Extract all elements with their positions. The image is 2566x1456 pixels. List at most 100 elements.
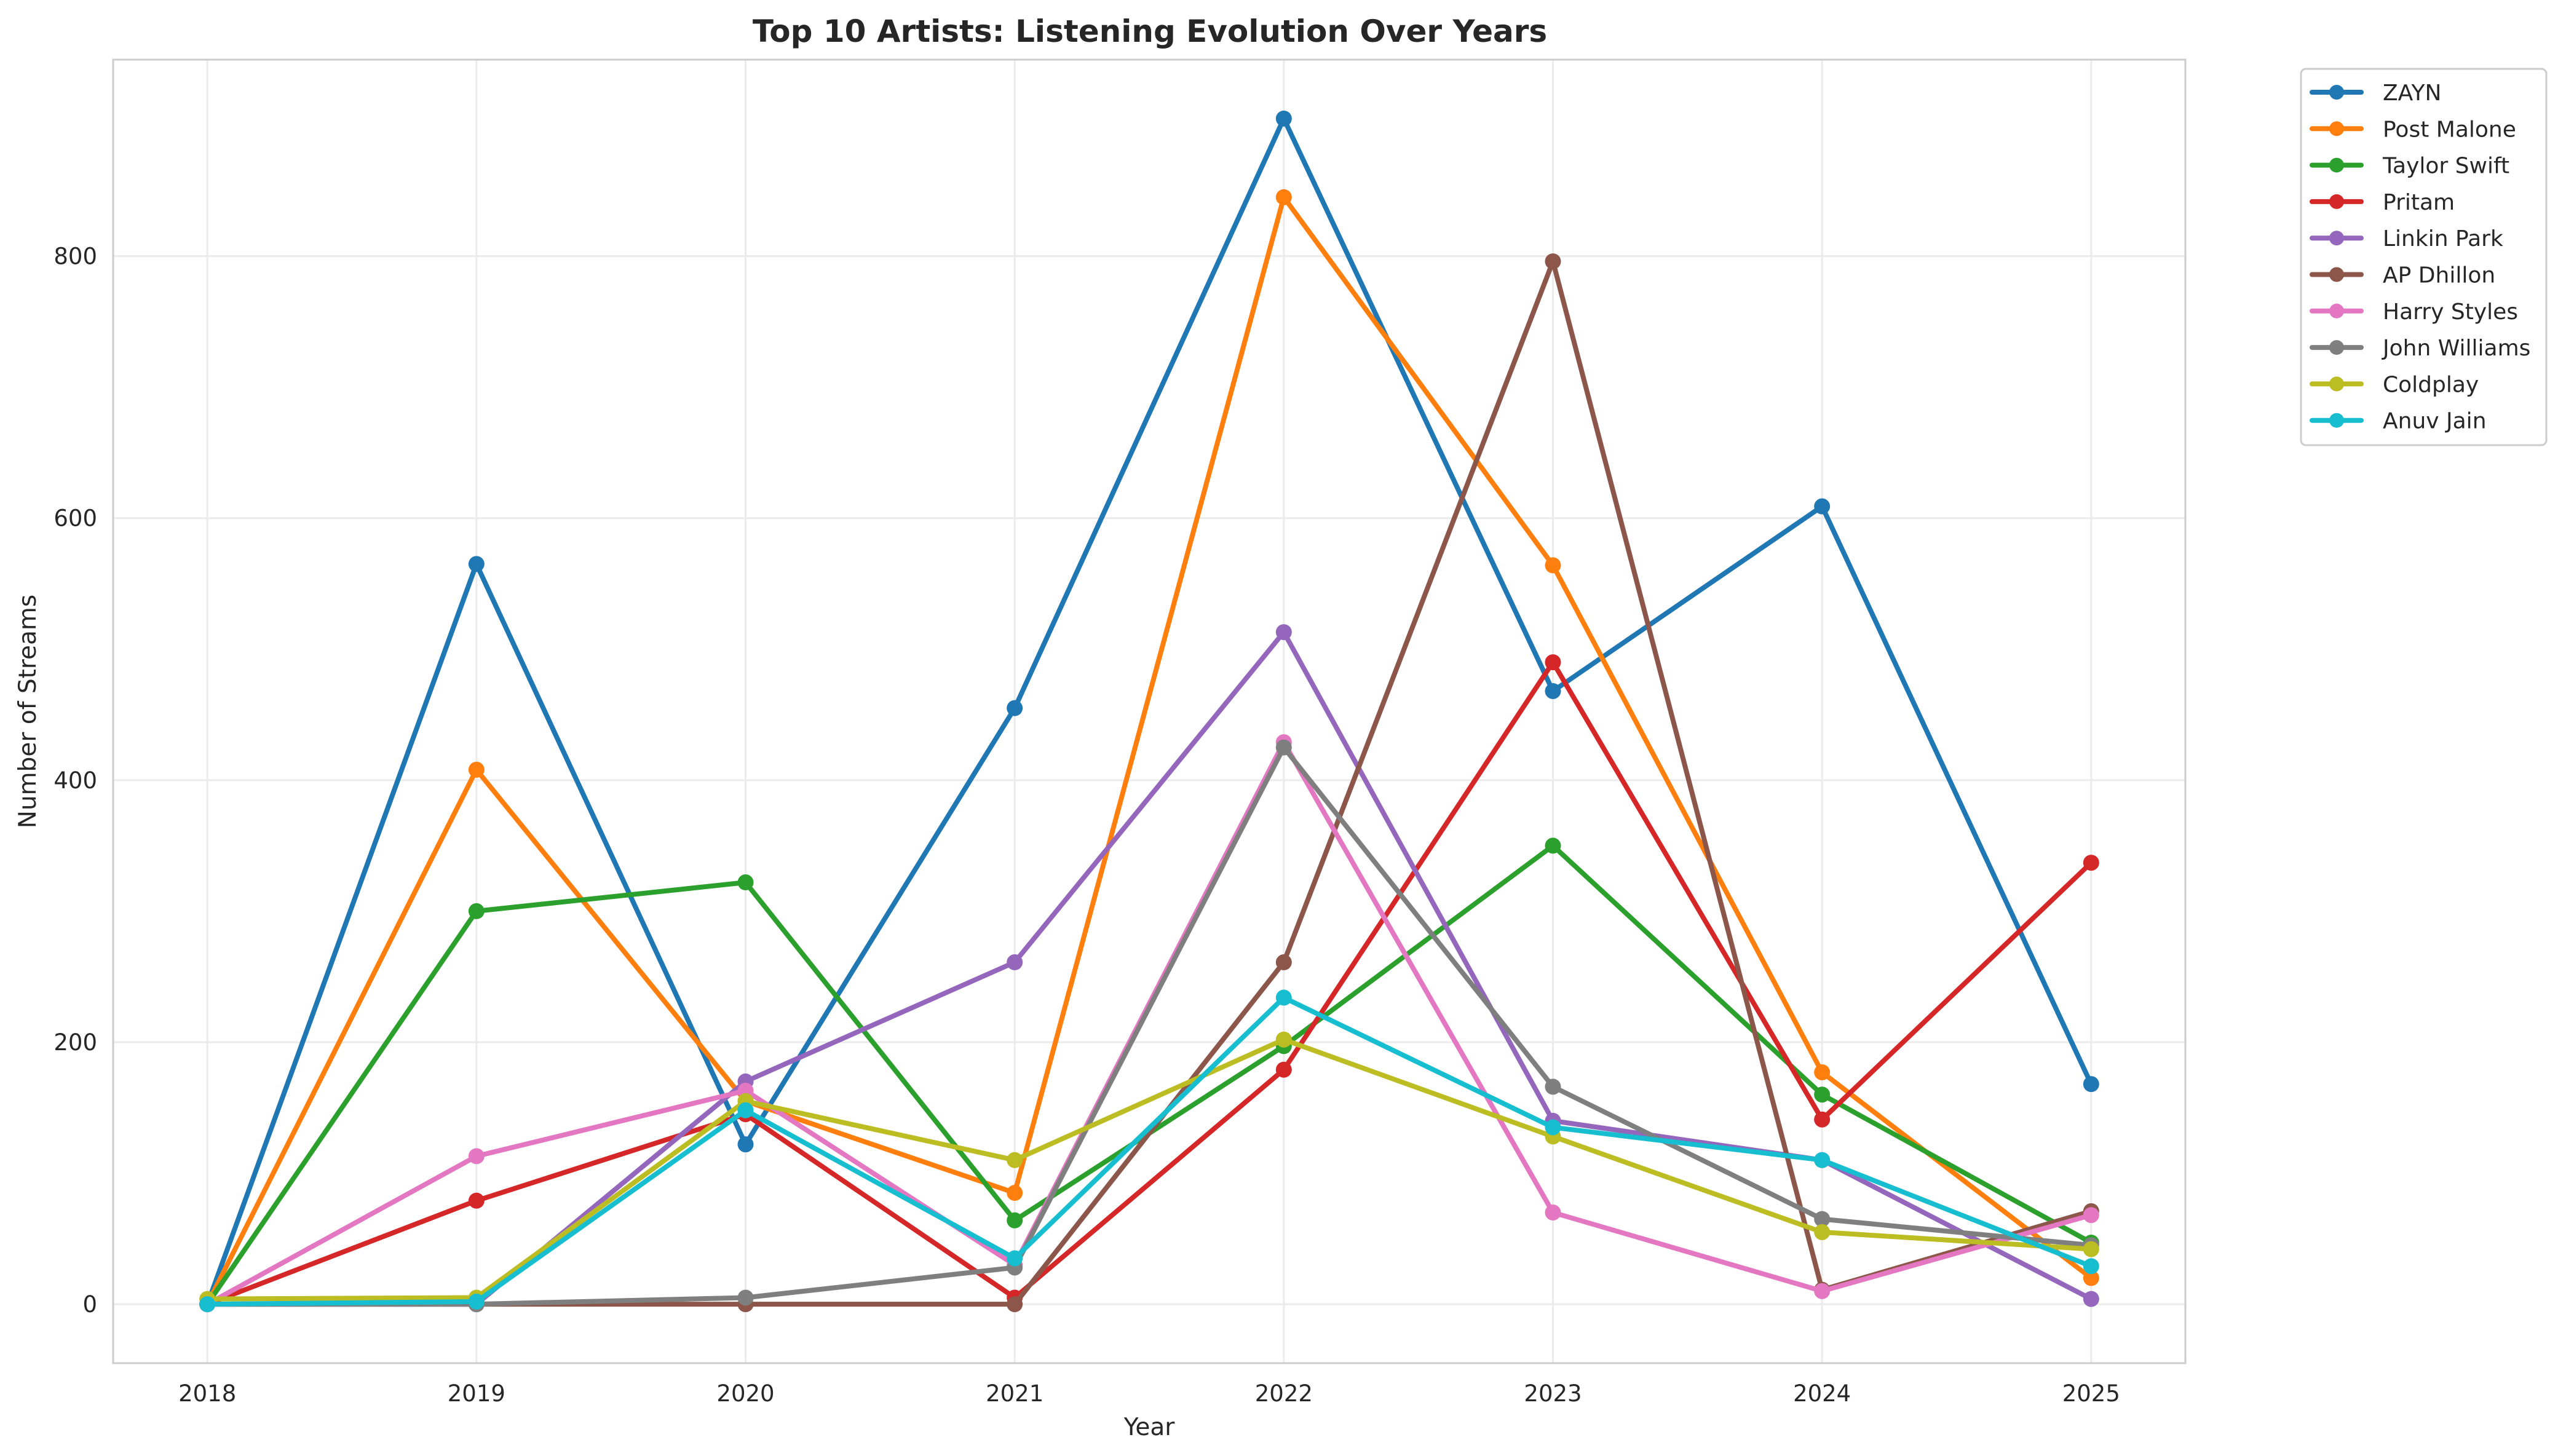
y-tick-label: 800 (53, 243, 97, 270)
legend-item-john-williams: John Williams (2310, 336, 2530, 361)
legend-marker-ap-dhillon (2329, 267, 2344, 282)
data-point-post-malone (1545, 557, 1561, 574)
series-zayn (199, 110, 2099, 1313)
series-line-zayn (205, 116, 2094, 1307)
ticks: 2018 2019 2020 2021 2022 2023 2024 2025 0 200 400 6… (53, 243, 2120, 1407)
data-point-post-malone (468, 761, 485, 778)
data-point-pritam (1275, 1061, 1292, 1078)
series-line-anuv-jain (205, 995, 2094, 1307)
legend-label: Harry Styles (2383, 299, 2518, 325)
x-tick-label: 2020 (716, 1380, 774, 1407)
y-tick-label: 0 (82, 1291, 97, 1318)
legend-item-harry-styles: Harry Styles (2310, 299, 2518, 325)
data-point-post-malone (1007, 1185, 1023, 1201)
series-line-john-williams (205, 745, 2094, 1307)
x-tick-label: 2022 (1255, 1380, 1313, 1407)
data-point-anuv-jain (468, 1293, 485, 1310)
data-point-anuv-jain (1545, 1119, 1561, 1136)
data-point-zayn (2083, 1076, 2099, 1093)
x-tick-label: 2023 (1524, 1380, 1582, 1407)
series-group (199, 110, 2099, 1313)
data-point-pritam (2083, 855, 2099, 871)
series-anuv-jain (199, 989, 2099, 1313)
legend-marker-taylor-swift (2329, 157, 2344, 173)
data-point-harry-styles (2083, 1207, 2099, 1224)
data-point-john-williams (1545, 1078, 1561, 1095)
legend-item-linkin-park: Linkin Park (2310, 226, 2503, 251)
chart-title: Top 10 Artists: Listening Evolution Over… (753, 14, 1547, 49)
legend-item-anuv-jain: Anuv Jain (2310, 409, 2487, 434)
data-point-harry-styles (468, 1148, 485, 1165)
legend-label: Taylor Swift (2382, 154, 2509, 179)
legend-label: Coldplay (2383, 372, 2479, 397)
data-point-linkin-park (1007, 954, 1023, 971)
legend-item-zayn: ZAYN (2310, 81, 2441, 106)
data-point-post-malone (1814, 1064, 1831, 1080)
data-point-john-williams (1275, 739, 1292, 756)
data-point-zayn (1545, 682, 1561, 699)
data-point-anuv-jain (1007, 1250, 1023, 1267)
legend: ZAYN Post Malone Taylor Swift Pritam Linkin … (2300, 68, 2548, 446)
data-point-ap-dhillon (1007, 1296, 1023, 1313)
data-point-post-malone (2083, 1270, 2099, 1286)
legend-item-post-malone: Post Malone (2310, 117, 2516, 142)
data-point-john-williams (737, 1289, 754, 1306)
data-point-zayn (1275, 110, 1292, 127)
x-tick-label: 2018 (178, 1380, 236, 1407)
legend-item-ap-dhillon: AP Dhillon (2310, 263, 2495, 288)
legend-marker-linkin-park (2329, 231, 2344, 246)
data-point-anuv-jain (199, 1296, 216, 1313)
data-point-taylor-swift (468, 903, 485, 919)
data-point-anuv-jain (737, 1102, 754, 1118)
data-point-harry-styles (1545, 1204, 1561, 1221)
legend-marker-zayn (2329, 85, 2344, 100)
plot-frame (112, 58, 2187, 1364)
data-point-taylor-swift (1814, 1086, 1831, 1103)
y-tick-label: 200 (53, 1029, 97, 1056)
legend-label: John Williams (2382, 336, 2530, 361)
data-point-coldplay (1007, 1152, 1023, 1168)
data-point-coldplay (1814, 1224, 1831, 1240)
data-point-zayn (737, 1136, 754, 1153)
series-line-coldplay (205, 1037, 2094, 1302)
data-point-coldplay (1275, 1031, 1292, 1048)
x-tick-label: 2024 (1793, 1380, 1851, 1407)
data-point-zayn (1814, 498, 1831, 515)
data-point-ap-dhillon (1275, 954, 1292, 971)
legend-marker-john-williams (2329, 340, 2344, 355)
y-tick-label: 400 (53, 767, 97, 794)
legend-label: Post Malone (2383, 117, 2516, 142)
data-point-anuv-jain (1275, 989, 1292, 1006)
x-tick-label: 2021 (986, 1380, 1043, 1407)
x-axis-label: Year (1123, 1414, 1176, 1441)
data-point-anuv-jain (1814, 1152, 1831, 1168)
data-point-zayn (1007, 700, 1023, 716)
data-point-pritam (1545, 654, 1561, 671)
legend-item-coldplay: Coldplay (2310, 372, 2479, 397)
legend-label: ZAYN (2383, 81, 2441, 106)
series-line-pritam (205, 660, 2094, 1307)
data-point-post-malone (1275, 189, 1292, 205)
legend-label: Pritam (2383, 190, 2455, 215)
data-point-taylor-swift (737, 874, 754, 891)
series-line-post-malone (205, 194, 2094, 1307)
data-point-linkin-park (1275, 624, 1292, 641)
x-tick-label: 2025 (2062, 1380, 2120, 1407)
data-point-ap-dhillon (1545, 253, 1561, 270)
legend-marker-pritam (2329, 194, 2344, 209)
data-point-anuv-jain (2083, 1258, 2099, 1275)
data-point-taylor-swift (1545, 837, 1561, 854)
legend-box (2300, 68, 2548, 446)
legend-item-taylor-swift: Taylor Swift (2310, 154, 2509, 179)
legend-label: Anuv Jain (2383, 409, 2487, 434)
legend-marker-harry-styles (2329, 303, 2344, 318)
data-point-pritam (468, 1192, 485, 1209)
legend-marker-coldplay (2329, 376, 2344, 392)
x-tick-label: 2019 (448, 1380, 505, 1407)
legend-marker-post-malone (2329, 121, 2344, 136)
legend-label: AP Dhillon (2383, 263, 2495, 288)
data-point-linkin-park (2083, 1291, 2099, 1307)
data-point-taylor-swift (1007, 1212, 1023, 1228)
legend-marker-anuv-jain (2329, 413, 2344, 428)
